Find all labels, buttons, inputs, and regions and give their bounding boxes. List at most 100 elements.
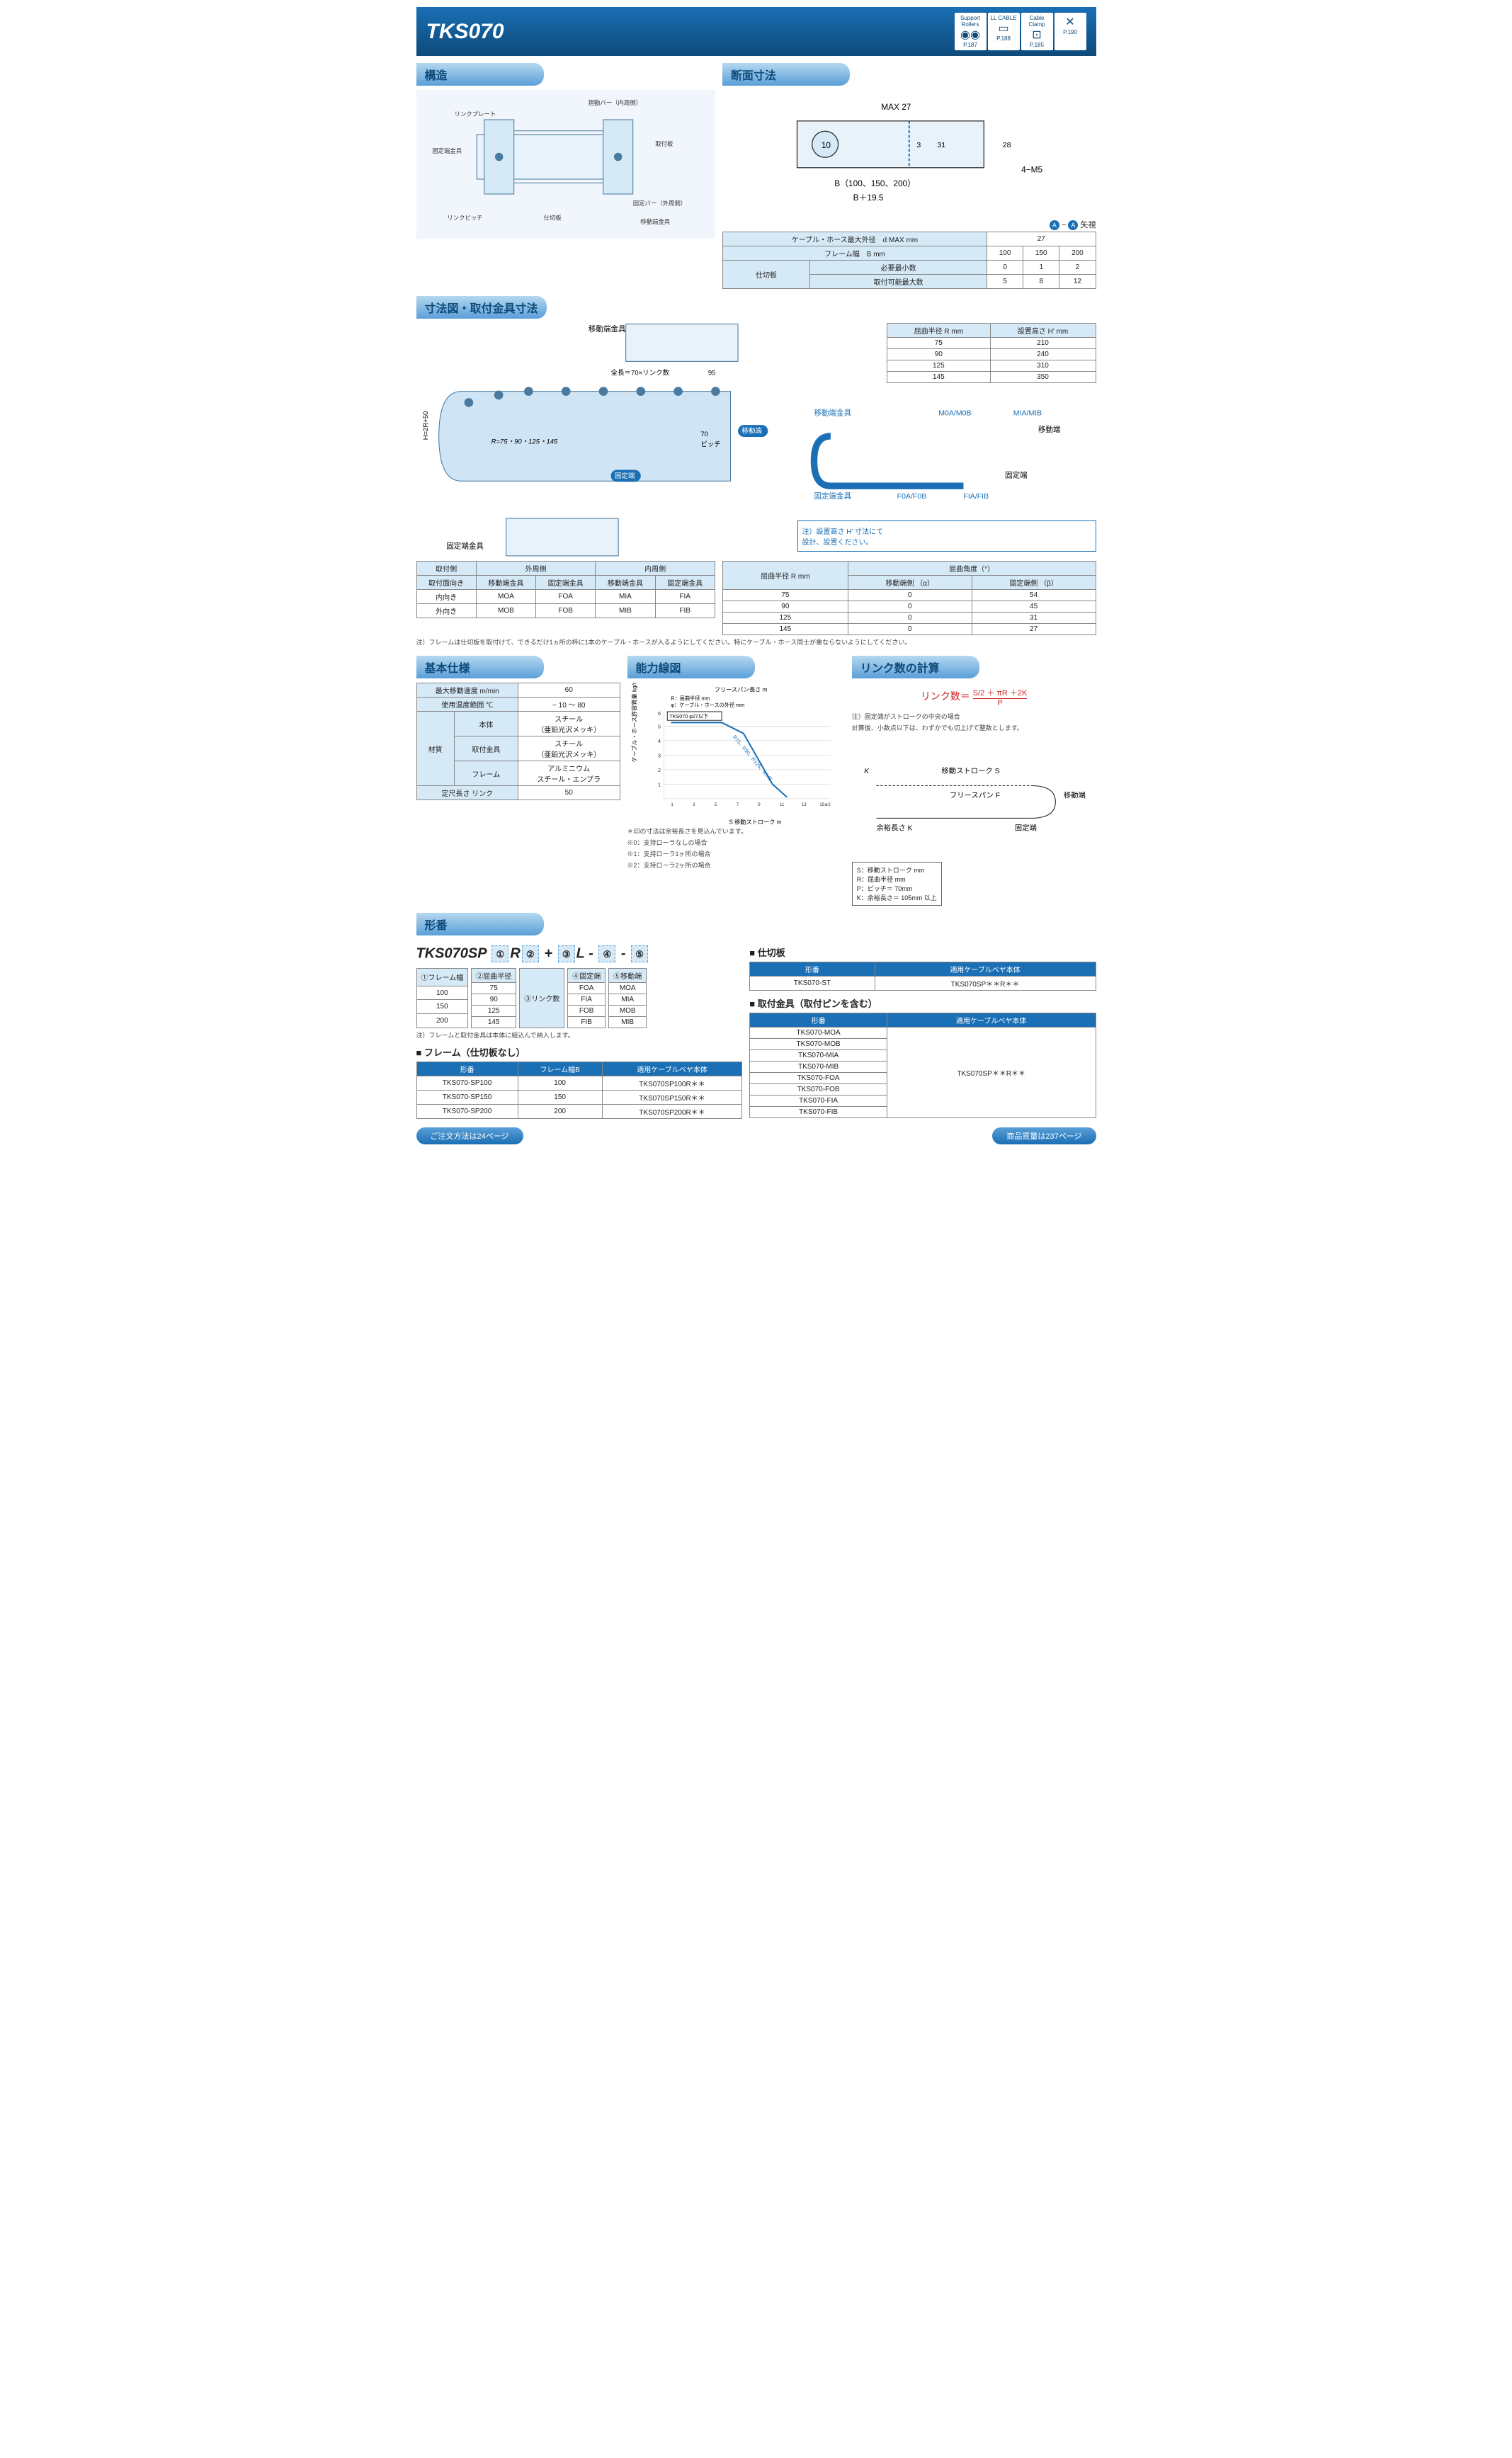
bracket-angle-diagram: 移動端金具 M0A/M0B MIA/MIB 移動端 固定端 固定端金具 F0A/… [797, 389, 1096, 516]
svg-text:95: 95 [707, 369, 715, 377]
bracket-subheader: ■ 取付金具（取付ピンを含む） [749, 996, 1096, 1010]
footer-weight: 商品質量は237ページ [992, 1127, 1096, 1144]
cap-note3: ※1：支持ローラ1ヶ所の場合 [627, 849, 845, 858]
svg-text:31: 31 [937, 141, 945, 149]
svg-text:B＋19.5: B＋19.5 [853, 193, 884, 203]
bracket-table: 形番適用ケーブルベヤ本体 TKS070-MOATKS070SP＊＊R＊＊ TKS… [749, 1013, 1096, 1118]
footer: ご注文方法は24ページ 商品質量は237ページ [416, 1127, 1096, 1144]
product-title: TKS070 [426, 20, 504, 44]
svg-text:リンクピッチ: リンクピッチ [447, 215, 482, 222]
separator-subheader: ■ 仕切板 [749, 945, 1096, 959]
svg-text:3: 3 [916, 141, 921, 149]
svg-text:φ：ケーブル・ホースの外径 mm: φ：ケーブル・ホースの外径 mm [671, 702, 744, 708]
svg-text:取付板: 取付板 [655, 140, 673, 147]
svg-text:摺動バー（内周側）: 摺動バー（内周側） [588, 99, 641, 106]
svg-text:リンクプレート: リンクプレート [454, 110, 496, 118]
svg-text:7: 7 [736, 802, 739, 807]
svg-text:ケーブル・ホース許容質量 kg/m: ケーブル・ホース許容質量 kg/m [630, 683, 637, 763]
section-link-calc: リンク数の計算 [852, 656, 979, 678]
lc-note1: 注）固定端がストロークの中央の場合 [852, 712, 1096, 721]
svg-text:11: 11 [780, 802, 785, 807]
svg-text:4−M5: 4−M5 [1021, 164, 1042, 174]
cross-section-table: ケーブル・ホース最大外径 d MAX mm27 フレーム幅 B mm100150… [722, 232, 1096, 289]
cap-note2: ※0：支持ローラなしの場合 [627, 838, 845, 847]
link-calc-diagram: K 移動ストローク S フリースパン F 移動端 固定端 余裕長さ K [852, 734, 1096, 862]
svg-text:固定端: 固定端 [1015, 824, 1037, 833]
svg-text:仕切板: 仕切板 [543, 215, 562, 222]
svg-text:13: 13 [801, 802, 806, 807]
svg-text:固定端: 固定端 [614, 472, 635, 480]
svg-text:4: 4 [658, 739, 661, 744]
separator-table: 形番適用ケーブルベヤ本体 TKS070-STTKS070SP＊＊R＊＊ [749, 962, 1096, 991]
svg-text:移動端: 移動端 [741, 426, 762, 435]
svg-text:9: 9 [758, 802, 761, 807]
svg-text:固定端: 固定端 [1005, 470, 1028, 479]
svg-text:R75、R90、R125、R145: R75、R90、R125、R145 [731, 734, 773, 783]
hdr-icon-cable: LL CABLE▭P.188 [988, 13, 1020, 50]
svg-text:フリースパン F: フリースパン F [950, 792, 1000, 800]
svg-text:移動端金具: 移動端金具 [588, 324, 625, 334]
lc-note2: 計算後、小数点以下は、わずかでも切上げて整数とします。 [852, 723, 1096, 732]
model-col-4: ④固定端FOAFIAFOBFIB [567, 968, 606, 1028]
svg-text:固定バー（外周側）: 固定バー（外周側） [632, 200, 686, 207]
model-note: 注）フレームと取付金具は本体に組込んで納入します。 [416, 1030, 743, 1040]
svg-text:2: 2 [658, 768, 661, 773]
svg-text:R：屈曲半径 mm: R：屈曲半径 mm [671, 695, 710, 702]
svg-text:全長＝70×リンク数: 全長＝70×リンク数 [610, 368, 669, 377]
model-col-1: ①フレーム幅100150200 [416, 968, 469, 1028]
svg-text:K: K [864, 768, 870, 776]
svg-text:1: 1 [658, 782, 661, 787]
svg-text:MAX 27: MAX 27 [881, 102, 911, 112]
header-icons: Support Rollers◉◉P.187 LL CABLE▭P.188 Ca… [955, 13, 1086, 50]
svg-text:移動端金具: 移動端金具 [814, 408, 851, 417]
svg-text:28: 28 [1003, 141, 1011, 149]
cap-note1: ＊印の寸法は余裕長さを見込んでいます。 [627, 826, 845, 836]
svg-text:移動端: 移動端 [1038, 425, 1060, 434]
section-model: 形番 [416, 913, 544, 935]
link-legend: S：移動ストローク mm R：屈曲半径 mm P：ピッチ＝ 70mm K：余裕長… [852, 862, 942, 906]
svg-text:フリースパン長さ m: フリースパン長さ m [714, 686, 767, 693]
frame-subheader: ■ フレーム（仕切板なし） [416, 1045, 743, 1059]
svg-text:H=2R+50: H=2R+50 [421, 411, 429, 440]
model-col-3: ③リンク数 [519, 968, 564, 1028]
svg-text:10: 10 [822, 140, 831, 150]
svg-text:ピッチ: ピッチ [700, 441, 721, 449]
structure-diagram: 摺動バー（内周側） リンクプレート 固定端金具 取付板 固定バー（外周側） リン… [416, 90, 715, 239]
dim-end-note: 注）フレームは仕切板を取付けて、できるだけ1ヵ所の枠に1本のケーブル・ホースが入… [416, 637, 1096, 647]
svg-text:B（100、150、200）: B（100、150、200） [834, 178, 916, 188]
svg-text:5: 5 [714, 802, 717, 807]
basic-spec-table: 最大移動速度 m/min60 使用温度範囲 ℃− 10 〜 80 材質本体スチー… [416, 683, 620, 800]
svg-text:S 移動ストローク m: S 移動ストローク m [729, 819, 781, 826]
cross-section-diagram: 10 MAX 27 3 31 28 4−M5 B（100、150、200） B＋… [722, 90, 1096, 217]
dimension-diagram: 移動端金具 全長＝70×リンク数 95 R=75・90・125・145 H=2R… [416, 323, 790, 557]
model-format: TKS070SP ①R② + ③L - ④ - ⑤ [416, 945, 743, 962]
svg-text:6: 6 [658, 711, 661, 717]
section-cross-section: 断面寸法 [722, 63, 850, 86]
model-col-5: ⑤移動端MOAMIAMOBMIB [608, 968, 647, 1028]
svg-text:M0A/M0B: M0A/M0B [938, 409, 971, 417]
svg-text:余裕長さ K: 余裕長さ K [876, 824, 912, 833]
svg-text:MIA/MIB: MIA/MIB [1013, 409, 1041, 417]
hdr-icon-rollers: Support Rollers◉◉P.187 [955, 13, 987, 50]
section-capacity: 能力線図 [627, 656, 755, 678]
svg-text:FIA/FIB: FIA/FIB [963, 491, 989, 500]
svg-text:5: 5 [658, 724, 661, 730]
svg-text:固定端金具: 固定端金具 [432, 147, 462, 154]
rh-table: 屈曲半径 R mm設置高さ H' mm 75210 90240 125310 1… [887, 323, 1096, 383]
svg-text:移動端金具: 移動端金具 [640, 218, 670, 225]
svg-text:3: 3 [658, 753, 661, 758]
svg-text:移動ストローク S: 移動ストローク S [941, 767, 999, 776]
frame-table: 形番フレーム幅B適用ケーブルベヤ本体 TKS070-SP100100TKS070… [416, 1062, 743, 1119]
link-formula: リンク数＝ S/2 ＋ πR ＋2KP [852, 687, 1096, 707]
section-dim-mount: 寸法図・取付金具寸法 [416, 296, 547, 319]
svg-text:R=75・90・125・145: R=75・90・125・145 [491, 438, 557, 445]
mount-direction-table: 取付側外周側内周側 取付面向き移動端金具固定端金具移動端金具固定端金具 内向きM… [416, 561, 715, 618]
capacity-chart: フリースパン長さ m R：屈曲半径 mm φ：ケーブル・ホースの外径 mm TK… [627, 683, 845, 824]
svg-text:70: 70 [700, 431, 708, 438]
svg-text:F0A/F0B: F0A/F0B [897, 491, 926, 500]
hdr-icon-tools: ✕P.190 [1055, 13, 1086, 50]
svg-text:TKS070 φ27以下: TKS070 φ27以下 [669, 714, 708, 719]
svg-text:移動端: 移動端 [1064, 791, 1086, 800]
h-note: 注）設置高さ H' 寸法にて 設計、設置ください。 [797, 520, 1096, 552]
svg-text:15※2: 15※2 [819, 802, 831, 807]
